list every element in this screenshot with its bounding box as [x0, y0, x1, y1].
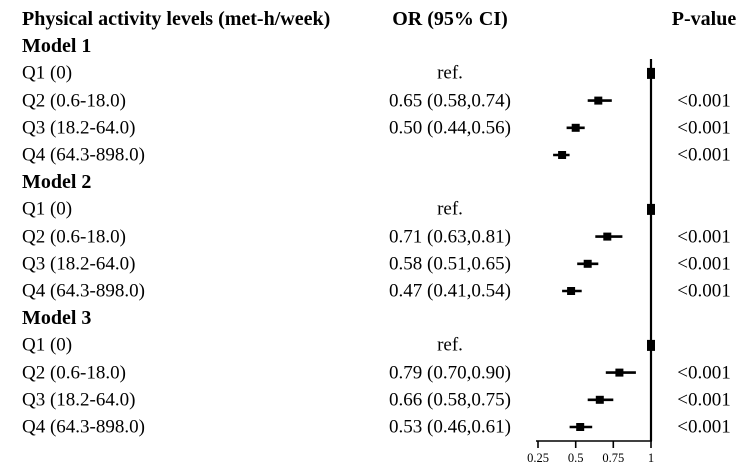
- quartile-label: Q4 (64.3-898.0): [22, 144, 145, 166]
- quartile-label: Q2 (0.6-18.0): [22, 362, 126, 384]
- p-value: <0.001: [677, 226, 731, 248]
- or-column-header: OR (95% CI): [392, 8, 508, 30]
- model-row: Model 1: [0, 32, 746, 60]
- p-value: <0.001: [677, 280, 731, 302]
- quartile-label: Q2 (0.6-18.0): [22, 90, 126, 112]
- or-ci-value: 0.50 (0.44,0.56): [389, 117, 511, 139]
- forest-row: Q2 (0.6-18.0) 0.65 (0.58,0.74) <0.001: [0, 87, 746, 115]
- model-label: Model 2: [22, 171, 92, 194]
- axis-tick-label: 0.25: [527, 451, 549, 465]
- or-ci-value: ref.: [437, 198, 463, 220]
- quartile-label: Q3 (18.2-64.0): [22, 389, 136, 411]
- p-value: <0.001: [677, 90, 731, 112]
- or-ci-value: 0.79 (0.70,0.90): [389, 362, 511, 384]
- axis-tick-label: 0.75: [602, 451, 624, 465]
- activity-column-header: Physical activity levels (met-h/week): [22, 8, 331, 30]
- forest-row: Q1 (0) ref.: [0, 59, 746, 87]
- quartile-label: Q2 (0.6-18.0): [22, 226, 126, 248]
- quartile-label: Q1 (0): [22, 198, 73, 220]
- forest-row: Q4 (64.3-898.0) 0.47 (0.41,0.54) <0.001: [0, 277, 746, 305]
- or-ci-value: ref.: [437, 62, 463, 84]
- model-row: Model 3: [0, 304, 746, 332]
- quartile-label: Q1 (0): [22, 334, 73, 356]
- quartile-label: Q4 (64.3-898.0): [22, 416, 145, 438]
- p-value: <0.001: [677, 117, 731, 139]
- or-ci-value: 0.65 (0.58,0.74): [389, 90, 511, 112]
- forest-row: Q2 (0.6-18.0) 0.79 (0.70,0.90) <0.001: [0, 359, 746, 387]
- forest-row: Q4 (64.3-898.0) <0.001: [0, 141, 746, 169]
- axis-tick-label: 0.5: [568, 451, 584, 465]
- forest-row: Q2 (0.6-18.0) 0.71 (0.63,0.81) <0.001: [0, 223, 746, 251]
- forest-row: Q1 (0) ref.: [0, 331, 746, 359]
- p-value: <0.001: [677, 416, 731, 438]
- or-ci-value: 0.53 (0.46,0.61): [389, 416, 511, 438]
- p-value: <0.001: [677, 253, 731, 275]
- or-ci-value: 0.71 (0.63,0.81): [389, 226, 511, 248]
- quartile-label: Q3 (18.2-64.0): [22, 117, 136, 139]
- forest-row: Q3 (18.2-64.0) 0.50 (0.44,0.56) <0.001: [0, 114, 746, 142]
- quartile-label: Q4 (64.3-898.0): [22, 280, 145, 302]
- model-label: Model 1: [22, 35, 92, 58]
- quartile-label: Q3 (18.2-64.0): [22, 253, 136, 275]
- table-header: Physical activity levels (met-h/week) OR…: [0, 5, 746, 33]
- model-label: Model 3: [22, 307, 92, 330]
- or-ci-value: 0.66 (0.58,0.75): [389, 389, 511, 411]
- pvalue-column-header: P-value: [671, 8, 737, 30]
- axis-tick-label: 1: [648, 451, 654, 465]
- quartile-label: Q1 (0): [22, 62, 73, 84]
- forest-row: Q4 (64.3-898.0) 0.53 (0.46,0.61) <0.001: [0, 413, 746, 441]
- p-value: <0.001: [677, 144, 731, 166]
- or-ci-value: ref.: [437, 334, 463, 356]
- model-row: Model 2: [0, 168, 746, 196]
- forest-row: Q1 (0) ref.: [0, 195, 746, 223]
- or-ci-value: 0.58 (0.51,0.65): [389, 253, 511, 275]
- p-value: <0.001: [677, 362, 731, 384]
- p-value: <0.001: [677, 389, 731, 411]
- forest-row: Q3 (18.2-64.0) 0.66 (0.58,0.75) <0.001: [0, 386, 746, 414]
- or-ci-value: 0.47 (0.41,0.54): [389, 280, 511, 302]
- forest-row: Q3 (18.2-64.0) 0.58 (0.51,0.65) <0.001: [0, 250, 746, 278]
